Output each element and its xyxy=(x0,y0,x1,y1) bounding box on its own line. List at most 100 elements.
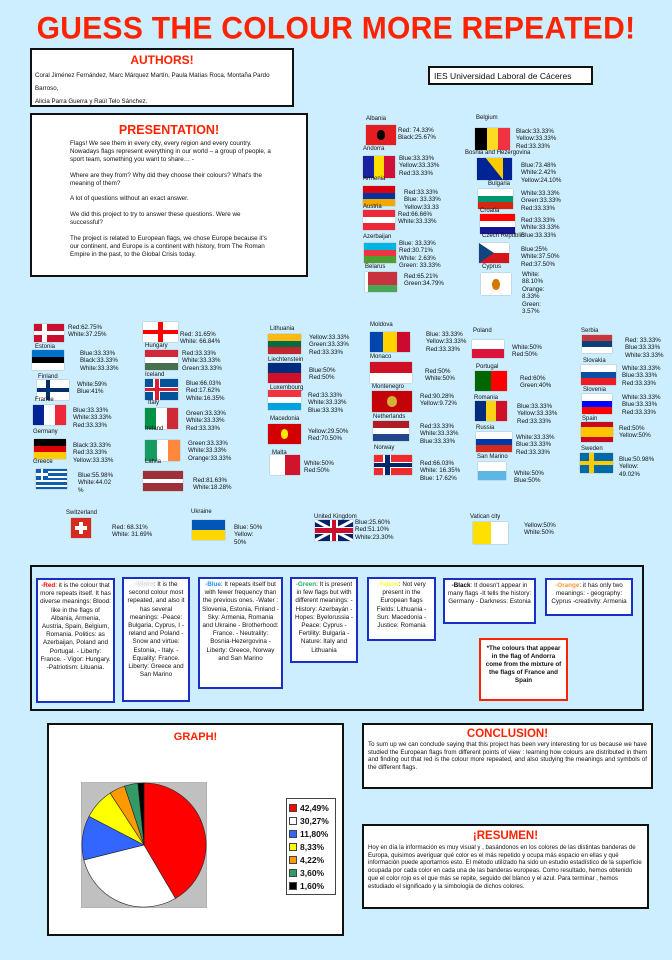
colour-percentages: Blue:33.33% Yellow:33.33% Red:33.33% xyxy=(517,403,557,425)
flag-stripe xyxy=(383,332,397,352)
meaning-text: : Not very present in the European flags… xyxy=(376,581,427,630)
colour-name: -White xyxy=(134,581,154,588)
flag-stripe xyxy=(36,482,67,485)
flag-stripe xyxy=(36,484,67,487)
colour-percentages: Red:62.75% White:37.25% xyxy=(68,324,107,339)
flag-stripe xyxy=(145,356,178,364)
colour-percentages: White:33.33% Green:33.33% Red:33.33% xyxy=(521,190,561,212)
flag-stripe xyxy=(55,405,66,425)
percentage-line: Red:90.28% xyxy=(420,393,455,400)
flag-stripe xyxy=(472,340,504,350)
percentage-line: Red: 31.65% xyxy=(180,331,216,338)
flag-stripe xyxy=(32,363,64,370)
percentage-line: Red:33.33% xyxy=(73,449,108,457)
flag-stripe xyxy=(581,437,613,442)
legend-entry: 8,33% xyxy=(289,840,333,853)
percentage-line: Yellow:33.33% xyxy=(426,338,467,346)
percentage-line: White: 31.69% xyxy=(112,531,153,539)
colour-percentages: White:50% Red:50% xyxy=(512,344,542,359)
country-name: Serbia xyxy=(581,328,599,334)
flag-stripe xyxy=(143,483,183,491)
flag-portugal xyxy=(475,371,507,391)
flag-stripe xyxy=(473,522,491,544)
percentage-line: White:33.33% xyxy=(188,447,227,455)
flag-cross xyxy=(374,463,412,467)
flag-stripe xyxy=(32,356,64,364)
flag-stripe xyxy=(363,216,395,224)
flag-stripe xyxy=(373,421,409,428)
flag-stripe xyxy=(581,365,616,372)
legend-entry: 11,80% xyxy=(289,827,333,840)
meaning-box-yellow: -Yellow: Not very present in the Europea… xyxy=(367,577,436,641)
flag-stripe xyxy=(581,378,616,385)
flag-stripe xyxy=(145,440,157,461)
percentage-line: Red:17.62% xyxy=(186,387,221,395)
percentage-line: Yellow:33.33% xyxy=(516,135,557,143)
colour-percentages: Red: 31.65% White: 66.84% xyxy=(180,331,220,346)
meaning-box-blue: -Blue: It repeats itself but with fewer … xyxy=(198,577,283,689)
percentage-line: Yellow: xyxy=(234,531,254,539)
percentage-line: Green:33.33% xyxy=(188,440,228,447)
flag-spain xyxy=(581,422,613,442)
legend-swatch xyxy=(289,829,297,838)
percentage-line: Red:33.33% xyxy=(404,189,439,196)
percentage-line: Blue:33.33% xyxy=(399,155,435,162)
percentage-line: White:33.33% xyxy=(622,394,661,401)
flag-stripe xyxy=(33,405,45,425)
country-name: Norway xyxy=(374,445,395,451)
country-name: Italy xyxy=(148,400,160,406)
country-name: San Marino xyxy=(477,454,508,460)
flag-cross xyxy=(315,528,353,533)
flag-stripe xyxy=(478,189,513,196)
colour-percentages: Red:33.33% White:33.33% Blue:33.33% xyxy=(521,217,560,239)
colour-name: -Black xyxy=(451,582,471,589)
colour-percentages: Blue: 33.33% Yellow:33.33% Red:33.33% xyxy=(426,331,466,353)
percentage-line: White: 2.63% xyxy=(399,254,436,262)
percentage-line: 49.02% xyxy=(619,470,640,478)
percentage-line: White: xyxy=(522,271,540,278)
percentage-line: White:33.33% xyxy=(186,417,225,425)
flag-stripe xyxy=(479,243,509,254)
flag-stripe xyxy=(270,455,286,475)
flag-stripe xyxy=(36,473,67,476)
country-name: Slovakia xyxy=(583,358,606,364)
country-name: Bosnia and Hezergovina xyxy=(465,150,531,156)
flag-stripe xyxy=(365,272,397,286)
colour-percentages: White: 88.10% Orange: 8.33% Green: 3.57% xyxy=(522,271,544,315)
flag-stripe xyxy=(373,427,409,435)
flag-estonia xyxy=(32,350,64,370)
country-name: Armenia xyxy=(363,176,386,182)
flag-hungary xyxy=(145,350,178,370)
flag-stripe xyxy=(582,400,612,408)
flag-stripe xyxy=(478,471,506,480)
colour-percentages: Blue:33.33% Black:33.33% White:33.33% xyxy=(80,350,119,372)
graph-heading: GRAPH! xyxy=(173,731,218,743)
flag-emblem xyxy=(492,278,500,290)
percentage-line: Black:33.33% xyxy=(516,128,554,135)
percentage-line: Red:33.33% xyxy=(73,421,108,429)
percentage-line: Red:62.75% xyxy=(68,324,103,331)
percentage-line: Red:33.33% xyxy=(521,204,556,212)
country-name: Montenegro xyxy=(372,384,405,390)
pie-chart xyxy=(81,782,207,908)
percentage-line: White:16.35% xyxy=(186,394,225,402)
legend-entry: 1,60% xyxy=(289,879,333,892)
percentage-line: 8.33% xyxy=(522,293,540,301)
country-name: Liechtenstein xyxy=(268,357,304,363)
percentage-line: White:33.33% xyxy=(398,218,437,226)
flag-cross xyxy=(36,473,48,476)
country-name: Portugal xyxy=(476,364,499,370)
percentage-line: Red:33.33% xyxy=(420,423,455,430)
flag-stripe xyxy=(268,340,301,348)
flag-stripe xyxy=(364,249,396,257)
percentage-line: Green: 33.33% xyxy=(399,262,441,270)
flag-stripe xyxy=(145,408,157,429)
flag-latvia xyxy=(143,471,183,491)
colour-percentages: Blue:33.33% Yellow:33.33% Red:33.33% xyxy=(399,155,439,177)
flag-stripe xyxy=(472,349,504,358)
percentage-line: Yellow:50% xyxy=(619,432,651,440)
meaning-text: : it is the colour that more repeats its… xyxy=(40,582,111,672)
flag-stripe xyxy=(475,371,492,391)
legend-swatch xyxy=(289,868,297,877)
colour-name: -Red xyxy=(41,582,56,589)
